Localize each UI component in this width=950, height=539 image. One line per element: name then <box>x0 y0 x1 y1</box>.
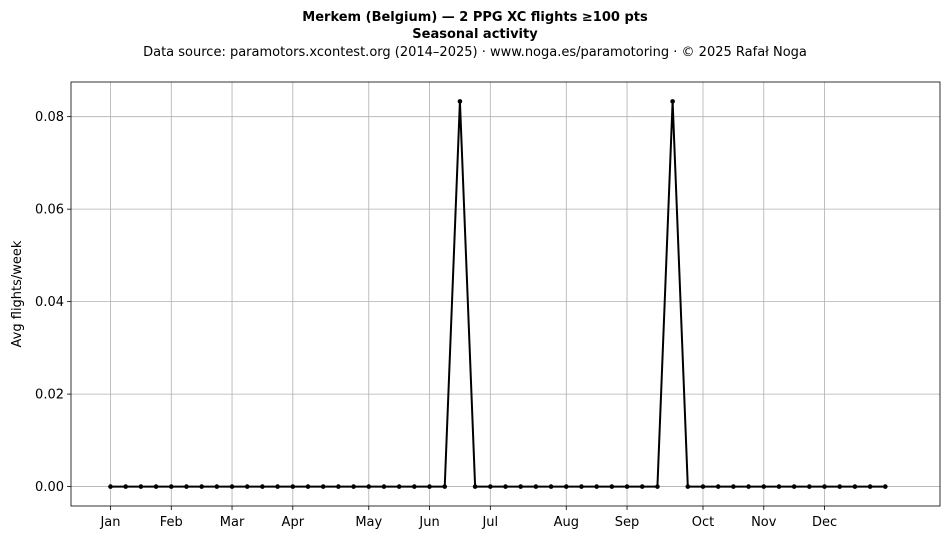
data-point <box>260 484 265 489</box>
data-point <box>852 484 858 489</box>
grid <box>71 82 940 506</box>
data-point <box>305 484 311 489</box>
y-tick-label: 0.04 <box>35 295 64 310</box>
data-point <box>396 484 402 489</box>
data-point <box>609 484 615 489</box>
data-point <box>533 484 539 489</box>
data-point <box>290 484 296 489</box>
data-point <box>715 484 721 489</box>
series-line <box>110 100 886 488</box>
x-tick-label: May <box>355 515 382 530</box>
data-point <box>867 484 873 489</box>
data-point <box>761 484 767 489</box>
data-point <box>427 484 432 489</box>
data-point <box>488 484 493 489</box>
x-tick-label: Mar <box>220 515 245 530</box>
x-tick-label: Feb <box>160 515 183 530</box>
data-point <box>457 99 463 104</box>
x-tick-label: Oct <box>692 515 714 530</box>
data-point <box>472 484 478 489</box>
data-point <box>791 484 797 489</box>
data-point <box>639 484 645 489</box>
x-tick-label: Apr <box>282 515 305 530</box>
data-point <box>670 99 675 104</box>
x-tick-label: Jan <box>99 515 120 530</box>
data-point <box>214 484 220 489</box>
plot-area <box>108 99 888 489</box>
y-tick-label: 0.08 <box>35 110 64 125</box>
data-point <box>442 484 448 489</box>
data-point <box>503 484 508 489</box>
chart-title: Merkem (Belgium) — 2 PPG XC flights ≥100… <box>302 10 648 25</box>
data-point <box>837 484 843 489</box>
data-point <box>883 484 888 489</box>
chart-subtitle: Seasonal activity <box>412 27 538 42</box>
data-point <box>381 484 387 489</box>
data-point <box>776 484 782 489</box>
data-point <box>624 484 630 489</box>
data-point <box>563 484 569 489</box>
data-point <box>199 484 204 489</box>
data-point <box>594 484 599 489</box>
chart-source: Data source: paramotors.xcontest.org (20… <box>143 45 807 60</box>
x-tick-label: Aug <box>554 515 579 530</box>
data-point <box>412 484 417 489</box>
data-point <box>229 484 235 489</box>
data-point <box>244 484 250 489</box>
data-point <box>746 484 751 489</box>
data-point <box>548 484 554 489</box>
data-point <box>320 484 326 489</box>
data-point <box>822 484 827 489</box>
data-point <box>366 484 372 489</box>
data-point <box>807 484 812 489</box>
data-point <box>336 484 341 489</box>
data-point <box>579 484 584 489</box>
axes-frame <box>70 81 941 507</box>
data-point <box>184 484 189 489</box>
x-tick-label: Jul <box>481 515 498 530</box>
x-tick-label: Dec <box>812 515 837 530</box>
data-point <box>685 484 691 489</box>
data-point <box>731 484 736 489</box>
axes: Jan Feb Mar Apr May Jun Jul Aug Sep Oct Nov Dec 0.00… <box>35 81 941 530</box>
data-point <box>518 484 523 489</box>
data-point <box>700 484 706 489</box>
y-tick-label: 0.02 <box>35 388 64 403</box>
x-tick-label: Jun <box>418 515 439 530</box>
data-point <box>168 484 174 489</box>
y-tick-label: 0.00 <box>35 480 64 495</box>
data-point <box>275 484 280 489</box>
data-point <box>123 484 128 489</box>
y-tick-label: 0.06 <box>35 203 64 218</box>
x-tick-label: Sep <box>615 515 640 530</box>
data-point <box>138 484 144 489</box>
data-point <box>153 484 159 489</box>
data-point <box>351 484 356 489</box>
y-axis-label: Avg flights/week <box>10 240 25 347</box>
x-tick-label: Nov <box>751 515 777 530</box>
data-point <box>108 484 113 489</box>
data-point <box>655 484 660 489</box>
